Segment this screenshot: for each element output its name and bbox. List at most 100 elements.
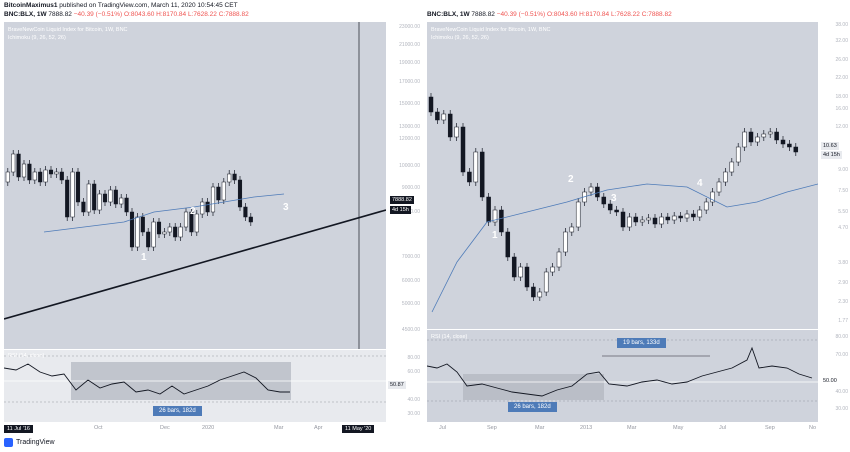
time-label: Sep xyxy=(765,425,775,431)
right-legend: BraveNewCoin Liquid Index for Bitcoin, 1… xyxy=(431,27,551,41)
current-price-tag: 7888.82 xyxy=(390,196,414,204)
bars-range-box-bottom: 26 bars, 182d xyxy=(508,402,557,412)
time-label: Dec xyxy=(160,425,170,431)
candle xyxy=(140,216,145,233)
candle xyxy=(135,216,140,248)
candle xyxy=(524,266,530,288)
candle xyxy=(767,131,773,135)
header: BitcoinMaximus1 published on TradingView… xyxy=(0,0,850,22)
candle xyxy=(723,171,728,183)
rsi-value-tag: 50.00 xyxy=(821,377,839,385)
candle xyxy=(748,131,754,143)
candle xyxy=(671,215,677,221)
ohlc-right: BNC:BLX, 1W 7888.82 −40.39 (−0.51%) O:80… xyxy=(427,11,672,18)
time-tag-end: 11 May '20 xyxy=(342,425,375,433)
brand-name: TradingView xyxy=(16,439,55,446)
candle xyxy=(492,209,498,223)
candle xyxy=(774,131,779,141)
time-label: Jul xyxy=(719,425,727,431)
candle xyxy=(216,186,221,201)
candle xyxy=(102,193,108,203)
candle xyxy=(167,226,172,233)
rsi-axis-label: 30.00 xyxy=(407,411,420,417)
candle xyxy=(54,171,59,175)
footer[interactable]: TradingView xyxy=(4,438,55,447)
candle xyxy=(75,171,81,203)
wave-label-3: 3 xyxy=(611,193,617,204)
candle xyxy=(11,153,16,173)
price-label: 8000.00 xyxy=(401,209,420,215)
candle xyxy=(652,217,658,225)
candle xyxy=(703,201,709,211)
candle xyxy=(646,217,651,221)
right-candles xyxy=(428,93,818,313)
candle xyxy=(588,186,594,193)
left-rsi-pane[interactable]: RSI (14, close) 26 bars, 182d xyxy=(4,350,386,422)
candle xyxy=(761,133,767,138)
candle xyxy=(441,113,447,121)
candle xyxy=(248,216,253,223)
candle xyxy=(627,216,632,228)
right-rsi-pane[interactable]: RSI (14, close) 19 bars, 133d 26 bars, 1… xyxy=(427,330,818,422)
rsi-value-tag: 50.87 xyxy=(388,381,406,389)
wave-label-1: 1 xyxy=(492,230,498,241)
candle xyxy=(232,173,237,181)
candle xyxy=(678,215,683,219)
left-legend: BraveNewCoin Liquid Index for Bitcoin, 1… xyxy=(8,27,128,41)
right-time-axis[interactable]: Jul Sep Mar 2013 Mar May Jul Sep No xyxy=(427,423,818,435)
price-label: 2.30 xyxy=(838,299,848,305)
wave-label-2: 2 xyxy=(568,174,574,185)
author-name[interactable]: BitcoinMaximus1 xyxy=(4,2,58,9)
time-label: 2020 xyxy=(202,425,215,431)
candle xyxy=(793,146,799,153)
candle xyxy=(189,211,194,233)
candle xyxy=(447,113,453,138)
price-label: 13000.00 xyxy=(399,124,420,130)
candle xyxy=(162,231,167,235)
symbol: BNC:BLX, 1W xyxy=(427,11,470,18)
candle xyxy=(556,251,562,268)
candle xyxy=(575,201,581,228)
trendline xyxy=(4,209,386,320)
price-label: 21000.00 xyxy=(399,42,420,48)
candle xyxy=(194,213,199,233)
high: H:8170.84 xyxy=(156,11,187,18)
rsi-axis-label: 80.00 xyxy=(835,334,848,340)
bars-range-box-top: 19 bars, 133d xyxy=(617,338,666,348)
chart-title: BraveNewCoin Liquid Index for Bitcoin, 1… xyxy=(8,27,128,33)
candle xyxy=(620,211,626,228)
candle xyxy=(21,163,27,178)
left-main-chart[interactable]: BraveNewCoin Liquid Index for Bitcoin, 1… xyxy=(4,22,386,349)
left-candles xyxy=(4,22,386,349)
candle xyxy=(735,146,741,163)
rsi-line xyxy=(427,346,813,397)
rsi-axis-label: 80.00 xyxy=(407,355,420,361)
low: L:7628.22 xyxy=(610,11,640,18)
time-label: Mar xyxy=(274,425,284,431)
candle xyxy=(183,211,189,228)
candle xyxy=(780,139,786,145)
candle xyxy=(710,191,715,203)
candle xyxy=(697,209,703,218)
right-price-axis[interactable]: 38.00 32.00 26.00 22.00 18.00 16.00 12.0… xyxy=(818,22,850,329)
left-price-axis[interactable]: 23000.00 21000.00 19000.00 17000.00 1500… xyxy=(386,22,426,349)
time-label: May xyxy=(673,425,684,431)
rsi-title: RSI (14, close) xyxy=(8,353,45,359)
candle xyxy=(755,136,760,143)
candle xyxy=(691,213,696,218)
price-label: 6000.00 xyxy=(401,278,420,284)
candle xyxy=(119,197,124,205)
left-time-axis[interactable]: 11 Jul '16 Oct Dec 2020 Mar Apr 11 May '… xyxy=(4,423,386,435)
right-rsi-chart xyxy=(427,339,818,402)
candle xyxy=(607,203,613,211)
countdown-tag: 4d 15h xyxy=(821,151,842,159)
right-main-chart[interactable]: BraveNewCoin Liquid Index for Bitcoin, 1… xyxy=(427,22,818,329)
candle xyxy=(716,181,722,193)
close: C:7888.82 xyxy=(641,11,672,18)
last-price: 7888.82 xyxy=(48,11,72,18)
candle xyxy=(787,143,792,148)
candle xyxy=(32,171,37,181)
price-label: 22.00 xyxy=(835,75,848,81)
candle xyxy=(595,186,600,198)
price-label: 4500.00 xyxy=(401,327,420,333)
